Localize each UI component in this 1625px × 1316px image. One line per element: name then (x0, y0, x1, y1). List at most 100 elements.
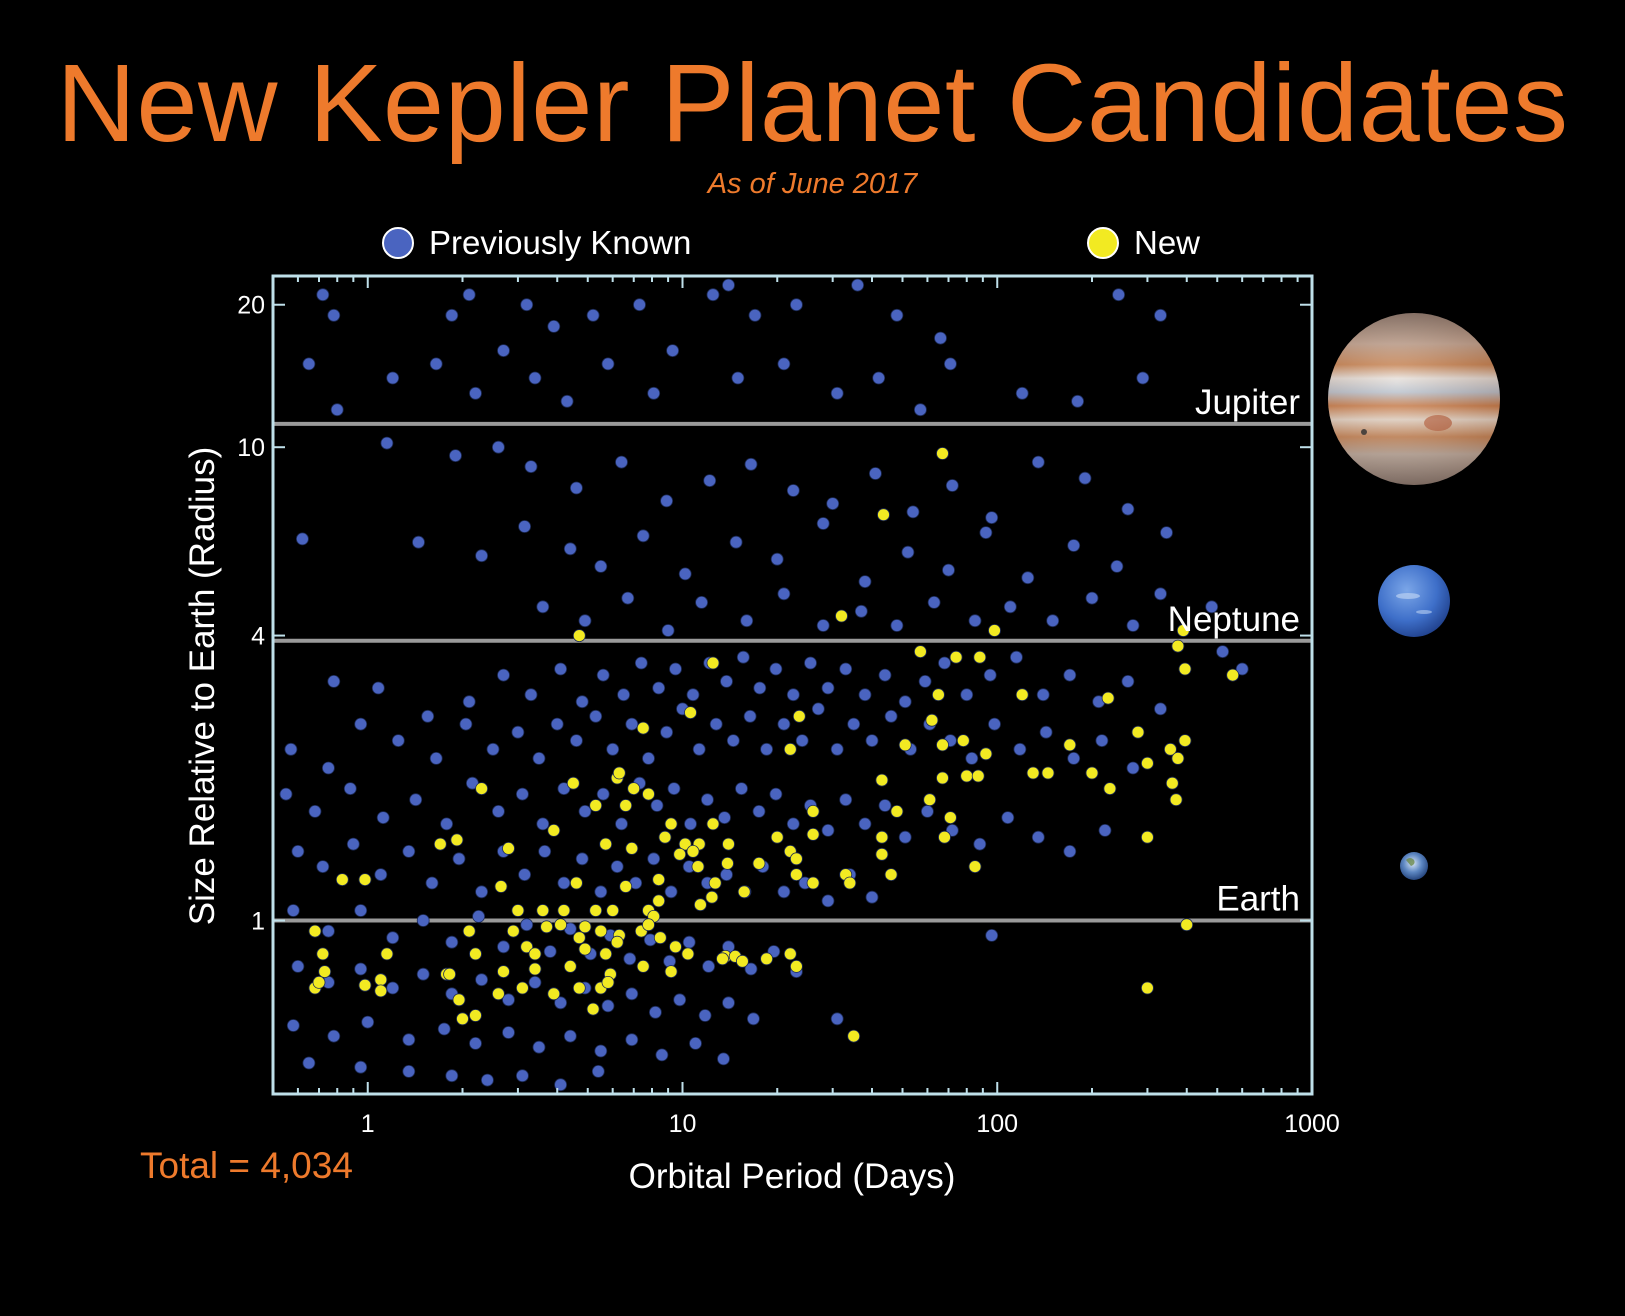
y-axis-title: Size Relative to Earth (Radius) (183, 447, 222, 926)
data-point-new (374, 973, 388, 987)
legend-swatch-previously-known (382, 227, 414, 259)
data-point-previously-known (858, 817, 872, 831)
data-point-new (547, 987, 561, 1001)
data-point-previously-known (1063, 668, 1077, 682)
data-point-previously-known (973, 837, 987, 851)
x-tick-label: 1000 (1284, 1110, 1340, 1138)
data-point-previously-known (1013, 742, 1027, 756)
data-point-new (528, 962, 542, 976)
data-point-previously-known (865, 734, 879, 747)
x-tick-label: 100 (976, 1110, 1018, 1138)
earth-image (1400, 852, 1428, 880)
data-point-new (572, 981, 586, 995)
data-point-new (469, 1009, 482, 1022)
data-point-previously-known (898, 695, 912, 709)
data-point-previously-known (821, 681, 835, 695)
data-point-previously-known (497, 940, 510, 954)
data-point-new (936, 447, 949, 460)
data-point-new (443, 967, 457, 981)
data-point-new (599, 837, 613, 851)
data-point-previously-known (652, 681, 666, 695)
data-point-previously-known (594, 885, 608, 899)
data-point-previously-known (610, 860, 624, 873)
data-point-previously-known (921, 805, 934, 818)
data-point-previously-known (847, 717, 861, 731)
data-point-previously-known (445, 308, 459, 322)
data-point-previously-known (291, 845, 305, 858)
data-point-previously-known (480, 1073, 494, 1087)
data-point-previously-known (988, 717, 1001, 731)
y-tick-label: 1 (251, 908, 265, 936)
data-point-previously-known (623, 952, 637, 966)
data-point-previously-known (354, 717, 368, 731)
data-point-previously-known (343, 782, 357, 795)
data-point-previously-known (686, 688, 700, 702)
data-point-new (1141, 830, 1154, 844)
reference-label-neptune: Neptune (1168, 600, 1300, 639)
data-point-new (694, 898, 707, 912)
data-point-new (619, 880, 633, 893)
chart-title: New Kepler Planet Candidates (56, 42, 1569, 165)
data-point-previously-known (642, 752, 655, 765)
data-point-previously-known (682, 935, 696, 949)
data-point-previously-known (884, 709, 898, 723)
data-point-previously-known (452, 852, 466, 866)
data-point-previously-known (960, 688, 974, 702)
data-point-previously-known (760, 742, 773, 756)
data-point-previously-known (321, 924, 335, 938)
data-point-new (770, 830, 784, 844)
data-point-previously-known (720, 868, 733, 881)
data-point-new (642, 918, 655, 932)
data-point-previously-known (890, 619, 904, 632)
data-point-new (469, 947, 482, 961)
data-point-previously-known (706, 288, 720, 302)
data-point-previously-known (286, 904, 300, 917)
data-point-previously-known (769, 787, 783, 801)
data-point-previously-known (295, 532, 309, 546)
data-point-previously-known (518, 520, 531, 533)
reference-label-jupiter: Jupiter (1195, 383, 1300, 422)
data-point-previously-known (979, 526, 993, 539)
data-point-new (722, 837, 735, 851)
data-point-previously-known (1031, 830, 1045, 844)
data-point-new (586, 1002, 600, 1016)
y-tick-label: 20 (237, 292, 265, 320)
data-point-new (497, 965, 510, 978)
data-point-new (612, 766, 626, 780)
plot-frame (271, 274, 1314, 1096)
total-count: Total = 4,034 (140, 1145, 353, 1186)
data-point-previously-known (729, 535, 743, 549)
data-point-new (960, 769, 974, 783)
data-point-previously-known (698, 1009, 712, 1022)
data-point-new (1176, 624, 1190, 637)
data-point-new (706, 817, 720, 831)
data-point-new (1103, 782, 1117, 795)
data-point-previously-known (914, 403, 927, 417)
data-point-previously-known (543, 945, 557, 958)
data-point-new (806, 828, 820, 841)
data-point-new (462, 924, 476, 938)
data-point-new (606, 904, 620, 917)
data-point-previously-known (795, 734, 809, 747)
data-point-previously-known (449, 449, 462, 463)
data-point-previously-known (321, 761, 335, 775)
data-point-previously-known (402, 845, 416, 858)
data-point-previously-known (777, 717, 791, 731)
data-point-previously-known (536, 600, 550, 614)
data-point-new (1101, 691, 1115, 705)
data-point-new (783, 947, 797, 961)
data-point-previously-known (528, 976, 542, 989)
data-point-previously-known (901, 545, 915, 559)
data-point-new (752, 857, 766, 870)
data-point-new (566, 776, 580, 790)
data-point-previously-known (1121, 502, 1135, 516)
data-point-previously-known (945, 479, 959, 492)
data-point-previously-known (878, 668, 892, 682)
data-point-new (599, 947, 613, 961)
data-point-previously-known (777, 357, 791, 371)
data-point-new (1178, 662, 1192, 676)
data-point-new (875, 830, 889, 844)
data-point-previously-known (786, 688, 800, 702)
data-point-new (936, 771, 949, 785)
data-point-previously-known (720, 675, 733, 688)
